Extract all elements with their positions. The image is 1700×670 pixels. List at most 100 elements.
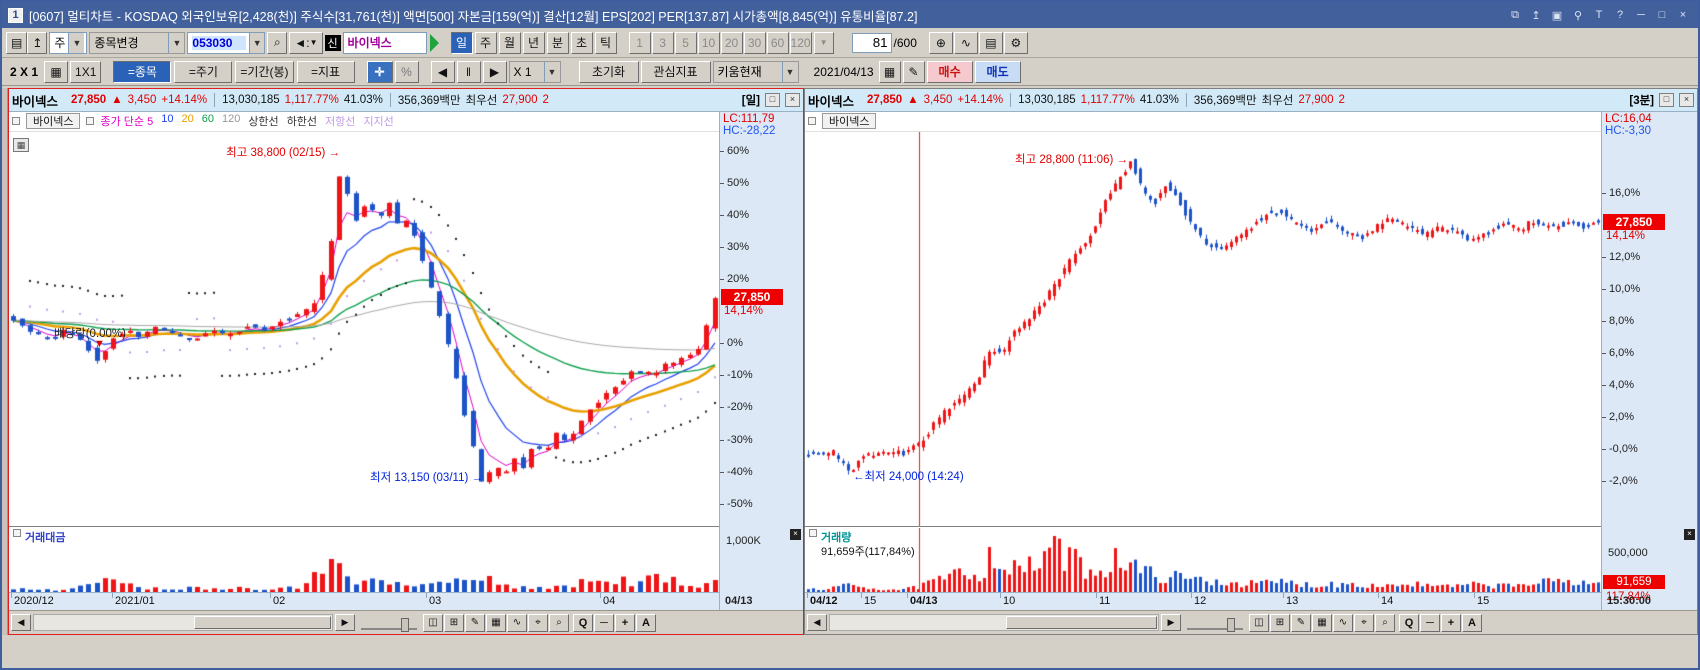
- zoom-out-button[interactable]: ─: [594, 613, 614, 632]
- wave-tool-icon[interactable]: ∿: [1333, 613, 1353, 632]
- legend-toggle[interactable]: [13, 529, 21, 538]
- kiwoom-current-combo[interactable]: 키움현재 ▼: [712, 60, 799, 83]
- save-icon[interactable]: ▤: [978, 31, 1003, 54]
- buy-button[interactable]: 매수: [926, 60, 973, 83]
- chevron-down-icon[interactable]: ▼: [68, 32, 85, 53]
- zoom-mode-button[interactable]: Q: [573, 613, 593, 632]
- layout-tool-icon[interactable]: ▦: [486, 613, 506, 632]
- interval-combo[interactable]: ▼: [813, 31, 834, 54]
- watch-indicator-button[interactable]: 관심지표: [640, 60, 711, 83]
- interval-button[interactable]: 1: [628, 31, 651, 54]
- chevron-down-icon[interactable]: ▼: [168, 32, 185, 53]
- scroll-left-button[interactable]: ◀: [11, 614, 31, 631]
- playback-button[interactable]: ◀: [430, 60, 455, 83]
- zoom-mode-button[interactable]: Q: [1399, 613, 1419, 632]
- wave-tool-icon[interactable]: ∿: [507, 613, 527, 632]
- reset-button[interactable]: 초기화: [578, 60, 639, 83]
- stock-name-field[interactable]: 바이넥스: [342, 31, 427, 54]
- period-button[interactable]: 초: [570, 31, 593, 54]
- crosshair-tool-icon[interactable]: ⌖: [1354, 613, 1374, 632]
- interval-button[interactable]: 30: [743, 31, 766, 54]
- restore-pane-button[interactable]: □: [1659, 93, 1674, 107]
- legend-toggle[interactable]: [808, 117, 816, 126]
- chart-scrollbar[interactable]: [829, 614, 1159, 631]
- minimize-icon[interactable]: ─: [1637, 9, 1645, 21]
- pane-tool-icon[interactable]: ◫: [423, 613, 443, 632]
- chevron-down-icon[interactable]: ▼: [543, 61, 560, 82]
- scroll-right-button[interactable]: ▶: [1161, 614, 1181, 631]
- pane-tool-icon[interactable]: ◫: [1249, 613, 1269, 632]
- layout-tool-icon[interactable]: ▦: [1312, 613, 1332, 632]
- period-button[interactable]: 월: [498, 31, 521, 54]
- price-chart-area[interactable]: 최고 28,800 (11:06) → ←최저 24,000 (14:24): [805, 131, 1601, 527]
- bar-count-input[interactable]: [851, 32, 892, 53]
- zoom-in-button[interactable]: +: [1441, 613, 1461, 632]
- font-button[interactable]: A: [1462, 613, 1482, 632]
- period-combo[interactable]: 주 ▼: [49, 31, 88, 54]
- legend-tab[interactable]: 바이넥스: [26, 113, 81, 130]
- draw-tool-icon[interactable]: ✎: [1291, 613, 1311, 632]
- memo-icon[interactable]: ✎: [902, 60, 925, 83]
- legend-toggle[interactable]: [86, 117, 95, 126]
- volume-pane[interactable]: 거래대금: [9, 526, 719, 593]
- move-chart-button[interactable]: ✛: [366, 60, 393, 83]
- copy-window-icon[interactable]: ▣: [1551, 9, 1563, 22]
- price-chart-canvas[interactable]: [9, 131, 719, 526]
- grid-tool-icon[interactable]: ⊞: [1270, 613, 1290, 632]
- interval-button[interactable]: 120: [789, 31, 812, 54]
- cell-layout-button[interactable]: 1X1: [70, 60, 102, 83]
- interval-button[interactable]: 3: [651, 31, 674, 54]
- sync-button[interactable]: =종목: [113, 60, 172, 83]
- chart-window-icon[interactable]: ▤: [6, 31, 28, 54]
- stock-code-input[interactable]: 053030 ▼: [187, 31, 266, 54]
- scroll-left-button[interactable]: ◀: [807, 614, 827, 631]
- close-volume-pane-icon[interactable]: ×: [790, 529, 801, 540]
- calendar-icon[interactable]: ▦: [878, 60, 901, 83]
- chevron-down-icon[interactable]: ▼: [781, 61, 798, 82]
- sell-button[interactable]: 매도: [974, 60, 1021, 83]
- price-chart-area[interactable]: ▦ 최고 38,800 (02/15) → 배당락(0.00%) ▼ 최저 13…: [9, 131, 719, 527]
- period-button[interactable]: 분: [546, 31, 569, 54]
- scroll-right-button[interactable]: ▶: [335, 614, 355, 631]
- period-button[interactable]: 일: [450, 31, 473, 54]
- zoom-slider[interactable]: [361, 616, 417, 632]
- title-bar[interactable]: 1 [0607] 멀티차트 - KOSDAQ 외국인보유[2,428(천)] 주…: [2, 2, 1698, 28]
- legend-tab[interactable]: 바이넥스: [822, 113, 877, 130]
- sync-button[interactable]: =지표: [296, 60, 355, 83]
- search-icon[interactable]: ⌕: [267, 31, 288, 54]
- volume-chart-canvas[interactable]: [805, 528, 1601, 593]
- grid-layout-icon[interactable]: ▦: [44, 60, 69, 83]
- dock-splitter[interactable]: [2, 88, 8, 635]
- price-chart-canvas[interactable]: [805, 131, 1601, 526]
- period-button[interactable]: 틱: [594, 31, 617, 54]
- popout-icon[interactable]: ⧉: [1511, 8, 1519, 21]
- legend-toggle[interactable]: [809, 529, 817, 538]
- percent-button[interactable]: %: [394, 60, 419, 83]
- restore-pane-button[interactable]: □: [765, 93, 780, 107]
- sync-button[interactable]: =기간(봉): [235, 60, 294, 83]
- interval-button[interactable]: 60: [766, 31, 789, 54]
- close-pane-button[interactable]: ×: [1679, 93, 1694, 107]
- zoom-out-button[interactable]: ─: [1420, 613, 1440, 632]
- zoom-slider[interactable]: [1187, 616, 1243, 632]
- legend-toggle[interactable]: [12, 117, 20, 126]
- sync-button[interactable]: =주기: [174, 60, 233, 83]
- close-pane-button[interactable]: ×: [785, 93, 800, 107]
- maximize-icon[interactable]: □: [1658, 9, 1666, 21]
- interval-button[interactable]: 5: [674, 31, 697, 54]
- snapshot-icon[interactable]: ↥: [27, 31, 48, 54]
- stock-change-combo[interactable]: 종목변경 ▼: [89, 31, 186, 54]
- sound-icon[interactable]: ◄: ▼: [289, 31, 323, 54]
- volume-pane[interactable]: 거래량 91,659주(117,84%): [805, 526, 1601, 593]
- chart-scrollbar[interactable]: [33, 614, 333, 631]
- data-sheet-icon[interactable]: ▦: [13, 137, 29, 152]
- crosshair-tool-icon[interactable]: ⌖: [528, 613, 548, 632]
- scrollbar-thumb[interactable]: [1006, 616, 1157, 629]
- zoom-in-button[interactable]: +: [615, 613, 635, 632]
- pin-icon[interactable]: ⚲: [1573, 9, 1583, 22]
- add-indicator-icon[interactable]: ∿: [953, 31, 978, 54]
- scrollbar-thumb[interactable]: [193, 616, 331, 629]
- text-tool-icon[interactable]: T: [1595, 9, 1603, 21]
- playback-button[interactable]: ▶: [482, 60, 507, 83]
- font-button[interactable]: A: [636, 613, 656, 632]
